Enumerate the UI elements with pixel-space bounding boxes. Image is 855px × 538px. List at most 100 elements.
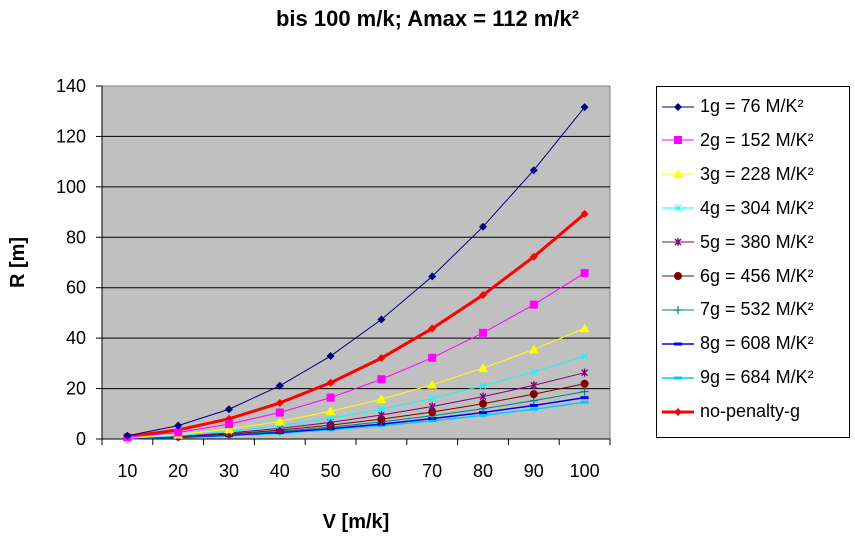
data-point xyxy=(529,252,538,261)
legend-marker xyxy=(674,136,682,145)
legend-marker-icon xyxy=(662,376,694,380)
data-point xyxy=(580,396,589,400)
data-point xyxy=(428,353,437,362)
series-line xyxy=(127,212,586,439)
x-tick-label: 20 xyxy=(168,461,188,481)
series-line xyxy=(127,327,585,439)
y-tick-label: 140 xyxy=(56,76,86,96)
axes xyxy=(96,85,611,445)
data-point xyxy=(377,315,386,324)
legend-marker xyxy=(674,102,682,111)
data-point xyxy=(325,406,336,416)
legend-marker xyxy=(674,204,682,212)
data-point xyxy=(377,354,386,363)
legend-label: 2g = 152 M/K² xyxy=(700,129,814,150)
legend-label: 8g = 608 M/K² xyxy=(700,333,814,354)
legend-marker-icon xyxy=(662,342,694,346)
data-point xyxy=(174,428,183,437)
data-point xyxy=(377,411,385,420)
data-point xyxy=(377,375,386,384)
legend-item: 7g = 532 M/K² xyxy=(657,297,849,322)
data-point xyxy=(326,378,335,387)
legend-marker xyxy=(674,407,682,416)
data-point xyxy=(428,394,436,402)
data-point xyxy=(326,352,335,361)
data-point xyxy=(479,222,487,231)
legend-marker-icon xyxy=(662,136,694,145)
series-1 xyxy=(123,103,589,440)
data-point xyxy=(528,344,539,354)
data-point xyxy=(274,416,285,426)
legend-item: no-penalty-g xyxy=(657,399,849,424)
x-axis-title: V [m/k] xyxy=(323,511,390,533)
legend-marker xyxy=(674,305,682,314)
legend-label: 9g = 684 M/K² xyxy=(700,367,814,388)
data-point xyxy=(529,403,538,407)
data-point xyxy=(479,399,487,408)
y-tick-label: 40 xyxy=(66,328,86,348)
x-tick-label: 90 xyxy=(524,461,544,481)
legend-marker-icon xyxy=(662,305,694,314)
data-point xyxy=(376,394,387,404)
legend-marker-icon xyxy=(662,169,694,179)
data-point xyxy=(428,419,437,423)
chart-title: bis 100 m/k; Amax = 112 m/k² xyxy=(275,6,580,31)
data-point xyxy=(580,379,589,388)
legend-marker-icon xyxy=(662,407,694,416)
series-line xyxy=(127,383,585,439)
data-point xyxy=(225,420,233,429)
legend: 1g = 76 M/K² 2g = 152 M/K² 3g = 228 M/K² 4g… xyxy=(656,86,850,438)
data-point xyxy=(479,392,487,401)
legend-label: 4g = 304 M/K² xyxy=(700,197,814,218)
series-5 xyxy=(123,368,589,443)
legend-item: 1g = 76 M/K² xyxy=(657,94,849,119)
legend-label: 1g = 76 M/K² xyxy=(700,96,804,116)
data-point xyxy=(580,103,589,112)
data-point xyxy=(580,387,589,396)
data-point xyxy=(377,405,385,413)
x-tick-label: 10 xyxy=(117,461,137,481)
x-tick-label: 100 xyxy=(570,461,600,481)
legend-label: 3g = 228 M/K² xyxy=(700,163,814,184)
legend-marker-icon xyxy=(662,102,694,111)
data-point xyxy=(275,381,284,390)
data-point xyxy=(225,405,233,414)
x-tick-label: 80 xyxy=(473,461,493,481)
data-point xyxy=(529,300,538,309)
legend-marker-icon xyxy=(662,238,694,247)
legend-marker xyxy=(674,342,682,346)
legend-marker xyxy=(673,169,683,179)
series-line xyxy=(127,391,585,439)
series-line xyxy=(127,372,585,439)
data-point xyxy=(580,400,589,404)
data-point xyxy=(123,431,132,440)
legend-label: 5g = 380 M/K² xyxy=(700,231,814,252)
data-point xyxy=(327,414,335,422)
y-tick-label: 100 xyxy=(56,177,86,197)
legend-label: 7g = 532 M/K² xyxy=(700,299,814,320)
x-tick-label: 30 xyxy=(219,461,239,481)
data-point xyxy=(174,421,183,430)
y-axis-title: R [m] xyxy=(7,237,29,288)
y-tick-label: 0 xyxy=(76,429,86,449)
series-group xyxy=(122,103,590,443)
x-tick-label: 50 xyxy=(321,461,341,481)
data-point xyxy=(478,363,488,373)
y-tick-label: 20 xyxy=(66,379,86,399)
data-point xyxy=(579,323,590,333)
y-tick-labels: 0 20 40 60 80 100 120 140 xyxy=(56,76,86,449)
data-point xyxy=(529,390,538,399)
data-point xyxy=(580,269,589,278)
legend-item: 2g = 152 M/K² xyxy=(657,128,849,153)
x-tick-labels: 10 20 30 40 50 60 70 80 90 100 xyxy=(117,461,599,481)
data-point xyxy=(428,324,437,333)
legend-item: 4g = 304 M/K² xyxy=(657,196,849,221)
series-line xyxy=(127,106,585,437)
legend-label: 6g = 456 M/K² xyxy=(700,265,814,286)
y-tick-label: 80 xyxy=(66,227,86,247)
legend-item: 5g = 380 M/K² xyxy=(657,230,849,255)
data-point xyxy=(581,368,589,377)
data-point xyxy=(529,166,538,175)
data-point xyxy=(275,408,284,417)
